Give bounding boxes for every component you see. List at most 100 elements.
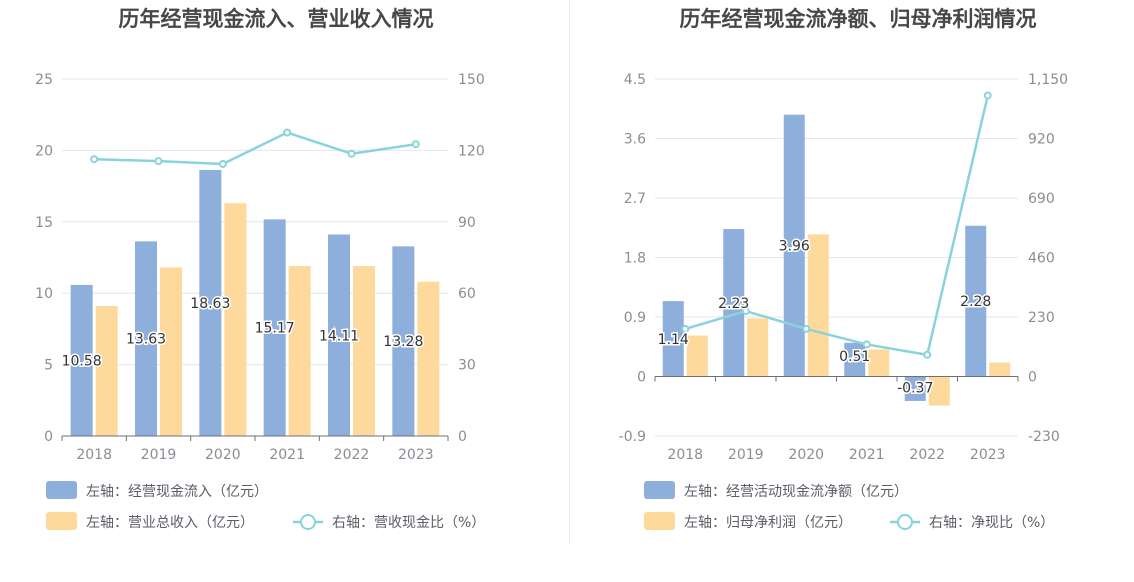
bar-data-label: 0.51 [839, 349, 870, 365]
legend-label: 右轴：净现比（%） [929, 515, 1054, 531]
line-point [741, 307, 750, 316]
bar-primary [199, 169, 222, 436]
bar-primary [783, 114, 805, 377]
panel-divider [569, 0, 570, 545]
line-point [218, 159, 227, 168]
x-axis-label: 2020 [205, 447, 241, 463]
legend-swatch [46, 512, 77, 530]
bar-secondary [686, 335, 708, 377]
left-axis-tick: 0 [637, 370, 646, 386]
bar-secondary [928, 376, 950, 406]
bar-primary [904, 376, 926, 401]
left-axis-tick: 2.7 [624, 191, 646, 207]
bar-secondary [95, 306, 118, 436]
left-axis-tick: 4.5 [624, 72, 646, 88]
bar-primary [70, 284, 93, 436]
x-axis-label: 2020 [788, 447, 824, 463]
right-axis-tick: 90 [458, 215, 476, 231]
right-axis-tick: 1,150 [1028, 72, 1068, 88]
bar-secondary [747, 318, 769, 377]
bar-data-label: 13.28 [383, 334, 423, 350]
bar-primary [392, 246, 415, 436]
bar-secondary [989, 362, 1011, 377]
legend-label: 左轴：经营活动现金流净额（亿元） [684, 484, 908, 500]
bar-primary [723, 229, 745, 377]
chart-title: 历年经营现金流入、营业收入情况 [119, 7, 434, 31]
chart-1: 历年经营现金流入、营业收入情况 0 5 10 15 20 25 0 30 60 90 120 150 20… [35, 7, 485, 531]
x-axis-label: 2018 [667, 447, 703, 463]
right-axis-tick: 0 [458, 429, 467, 445]
line-point [90, 155, 99, 164]
left-axis-tick: 0.9 [624, 310, 646, 326]
legend-swatch [46, 481, 77, 499]
left-axis-tick: 1.8 [624, 251, 646, 267]
legend-label: 左轴：归母净利润（亿元） [684, 514, 852, 531]
left-axis-tick: 5 [44, 358, 53, 374]
bar-data-label: 18.63 [190, 296, 230, 312]
legend-item: 左轴：营业总收入（亿元） [46, 512, 254, 531]
bar-data-label: 14.11 [319, 328, 359, 344]
legend-label: 右轴：营收现金比（%） [332, 515, 485, 531]
line-point [347, 149, 356, 158]
bar-data-label: 1.14 [658, 332, 689, 348]
right-axis-tick: 460 [1028, 251, 1055, 267]
bar-data-label: 2.28 [960, 294, 991, 310]
bar-data-label: -0.37 [897, 381, 933, 397]
left-axis-tick: -0.9 [619, 429, 646, 445]
bar-data-label: 13.63 [126, 332, 166, 348]
right-axis-tick: 920 [1028, 132, 1055, 148]
bar-primary [328, 234, 350, 436]
x-axis-label: 2022 [909, 447, 945, 463]
right-axis-tick: 690 [1028, 191, 1055, 207]
bar-secondary [288, 266, 311, 436]
right-axis-tick: -230 [1028, 429, 1060, 445]
bar-secondary [224, 203, 247, 436]
bar-primary [965, 225, 987, 377]
bar-primary [263, 219, 286, 436]
legend-marker [897, 514, 913, 530]
line-series [94, 131, 417, 166]
right-axis-tick: 60 [458, 286, 476, 302]
legend-label: 左轴：营业总收入（亿元） [86, 515, 254, 531]
x-axis-label: 2023 [398, 447, 434, 463]
left-axis-tick: 20 [35, 143, 53, 159]
bar-primary [135, 241, 157, 436]
right-axis-tick: 30 [458, 358, 476, 374]
bar-primary [662, 301, 684, 377]
x-axis-label: 2018 [76, 447, 112, 463]
left-axis-tick: 15 [35, 215, 53, 231]
bar-data-label: 10.58 [62, 353, 102, 369]
x-axis-label: 2021 [849, 447, 885, 463]
bar-secondary [417, 281, 440, 436]
x-axis-label: 2019 [141, 447, 177, 463]
line-point [283, 128, 292, 137]
line-point [411, 140, 420, 149]
bar-primary [844, 342, 866, 377]
left-axis-tick: 0 [44, 429, 53, 445]
bar-data-label: 3.96 [779, 239, 810, 255]
bar-secondary [868, 349, 890, 377]
legend-swatch [644, 481, 675, 499]
right-axis-tick: 0 [1028, 370, 1037, 386]
left-axis-tick: 25 [35, 72, 53, 88]
legend-label: 左轴：经营现金流入（亿元） [86, 484, 268, 500]
legend-item: 右轴：净现比（%） [890, 514, 1054, 531]
right-axis-tick: 150 [458, 72, 485, 88]
bar-data-label: 15.17 [255, 321, 295, 337]
chart-2: 历年经营现金流净额、归母净利润情况 -0.9 0 0.9 1.8 2.7 3.6 4.5 -23… [619, 7, 1068, 531]
legend-marker [300, 514, 316, 530]
legend-item: 左轴：经营活动现金流净额（亿元） [644, 481, 908, 500]
x-axis-label: 2023 [970, 447, 1006, 463]
legend-swatch [644, 512, 675, 530]
x-axis-label: 2021 [269, 447, 305, 463]
bar-data-label: 2.23 [718, 296, 749, 312]
legend-item: 右轴：营收现金比（%） [293, 514, 485, 531]
right-axis-tick: 120 [458, 143, 485, 159]
chart-title: 历年经营现金流净额、归母净利润情况 [680, 7, 1037, 31]
right-axis-tick: 230 [1028, 310, 1055, 326]
legend-item: 左轴：经营现金流入（亿元） [46, 481, 268, 500]
legend-item: 左轴：归母净利润（亿元） [644, 512, 852, 531]
line-point [862, 340, 871, 349]
bar-secondary [160, 267, 182, 436]
line-point [154, 157, 163, 166]
